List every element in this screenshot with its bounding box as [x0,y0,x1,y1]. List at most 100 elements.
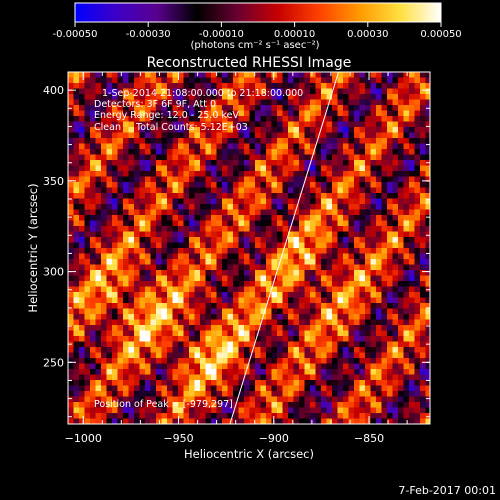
heatmap-cell [211,380,217,386]
heatmap-cell [200,363,206,370]
heatmap-cell [299,270,305,276]
heatmap-cell [150,105,157,111]
heatmap-cell [365,347,371,353]
heatmap-cell [183,165,190,172]
heatmap-cell [205,132,212,139]
heatmap-cell [90,143,96,150]
heatmap-cell [233,165,239,172]
heatmap-cell [73,347,80,353]
heatmap-cell [117,347,124,353]
heatmap-cell [310,193,316,199]
heatmap-cell [205,149,212,155]
heatmap-cell [161,380,168,386]
heatmap-cell [161,182,168,188]
heatmap-cell [348,94,355,100]
heatmap-cell [233,303,239,309]
heatmap-cell [134,413,140,419]
heatmap-cell [117,292,124,298]
heatmap-cell [134,264,140,271]
heatmap-cell [277,182,283,188]
heatmap-cell [200,336,206,342]
heatmap-cell [145,314,151,320]
heatmap-cell [189,292,195,298]
heatmap-cell [117,99,124,106]
heatmap-cell [354,275,360,282]
heatmap-cell [90,154,96,161]
heatmap-cell [139,259,146,265]
heatmap-cell [354,336,360,342]
heatmap-cell [189,275,195,282]
heatmap-cell [90,292,96,298]
heatmap-cell [260,77,267,84]
heatmap-cell [348,407,355,414]
heatmap-cell [343,72,349,78]
heatmap-cell [370,352,377,359]
heatmap-cell [123,380,129,386]
heatmap-cell [310,165,316,172]
heatmap-cell [420,314,426,320]
heatmap-cell [90,341,96,348]
heatmap-cell [95,281,102,287]
heatmap-cell [211,176,217,183]
heatmap-cell [150,275,157,282]
heatmap-cell [139,72,146,78]
heatmap-cell [123,259,129,265]
heatmap-cell [266,215,272,221]
heatmap-cell [183,314,190,320]
heatmap-cell [79,77,85,84]
heatmap-cell [90,94,96,100]
heatmap-cell [117,127,124,133]
heatmap-cell [167,99,173,106]
heatmap-cell [150,182,157,188]
heatmap-cell [172,336,179,342]
heatmap-cell [260,292,267,298]
heatmap-cell [211,407,217,414]
heatmap-cell [255,138,261,144]
heatmap-cell [161,193,168,199]
heatmap-cell [95,402,102,408]
heatmap-cell [79,165,85,172]
heatmap-cell [293,281,300,287]
heatmap-cell [282,308,289,315]
heatmap-cell [216,132,223,139]
heatmap-cell [95,363,102,370]
heatmap-cell [310,77,316,84]
heatmap-cell [398,281,404,287]
heatmap-cell [425,121,430,128]
heatmap-cell [95,209,102,216]
heatmap-cell [227,160,234,166]
heatmap-cell [172,292,179,298]
heatmap-cell [282,171,289,177]
heatmap-cell [398,138,404,144]
heatmap-cell [117,363,124,370]
heatmap-cell [123,341,129,348]
heatmap-cell [293,297,300,304]
heatmap-cell [101,116,107,122]
heatmap-cell [172,369,179,375]
heatmap-cell [139,105,146,111]
heatmap-cell [271,407,278,414]
heatmap-cell [359,330,366,337]
heatmap-cell [387,407,393,414]
heatmap-cell [370,149,377,155]
heatmap-cell [271,193,278,199]
heatmap-cell [332,105,338,111]
heatmap-cell [266,264,272,271]
heatmap-cell [414,264,421,271]
heatmap-cell [376,248,382,254]
heatmap-cell [376,341,382,348]
heatmap-cell [106,352,113,359]
heatmap-cell [255,402,261,408]
heatmap-cell [244,193,250,199]
heatmap-cell [387,248,393,254]
heatmap-cell [249,358,256,364]
heatmap-cell [271,105,278,111]
heatmap-cell [95,204,102,210]
heatmap-cell [73,363,80,370]
heatmap-cell [255,72,261,78]
heatmap-cell [326,418,333,424]
heatmap-cell [73,171,80,177]
heatmap-cell [139,352,146,359]
heatmap-cell [425,352,430,359]
heatmap-cell [200,402,206,408]
